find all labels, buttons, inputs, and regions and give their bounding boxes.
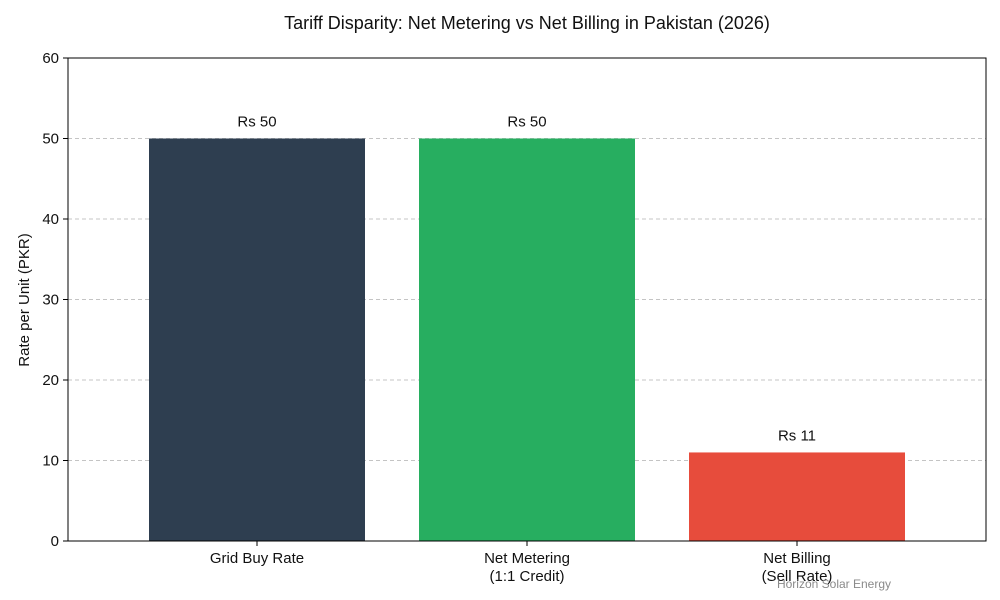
data-label-1: Rs 50 [237, 114, 276, 131]
y-tick-label-40: 40 [42, 211, 59, 228]
bar-2 [419, 138, 635, 541]
y-tick-label-60: 60 [42, 50, 59, 67]
x-tick-label-line: Grid Buy Rate [210, 550, 304, 567]
x-tick-label-line: (1:1 Credit) [489, 568, 564, 585]
y-tick-label-0: 0 [51, 533, 59, 550]
bar-3 [689, 452, 905, 541]
y-tick-label-50: 50 [42, 131, 59, 148]
x-axis-ticks: Grid Buy Rate Net Metering (1:1 Credit)Net… [210, 541, 833, 585]
x-tick-label-line: Net Metering [484, 550, 570, 567]
bars [149, 138, 905, 541]
y-axis-label: Rate per Unit (PKR) [16, 233, 33, 366]
y-tick-label-30: 30 [42, 292, 59, 309]
x-tick-label-2: Net Metering (1:1 Credit) [484, 550, 570, 585]
bar-1 [149, 138, 365, 541]
x-tick-label-line: Net Billing [763, 550, 831, 567]
x-tick-label-line: (Sell Rate) [762, 568, 833, 585]
x-tick-label-1: Grid Buy Rate [210, 550, 304, 567]
watermark: Horizon Solar Energy [777, 577, 891, 591]
data-labels: Rs 50 Rs 50 Rs 11 [237, 114, 816, 445]
chart-title: Tariff Disparity: Net Metering vs Net Bi… [284, 13, 770, 33]
x-tick-label-3: Net Billing (Sell Rate) [762, 550, 833, 585]
data-label-2: Rs 50 [507, 114, 546, 131]
y-tick-label-20: 20 [42, 372, 59, 389]
y-tick-label-10: 10 [42, 453, 59, 470]
y-axis-ticks: 0 10 20 30 40 50 60 [42, 50, 68, 550]
data-label-3: Rs 11 [778, 427, 816, 444]
